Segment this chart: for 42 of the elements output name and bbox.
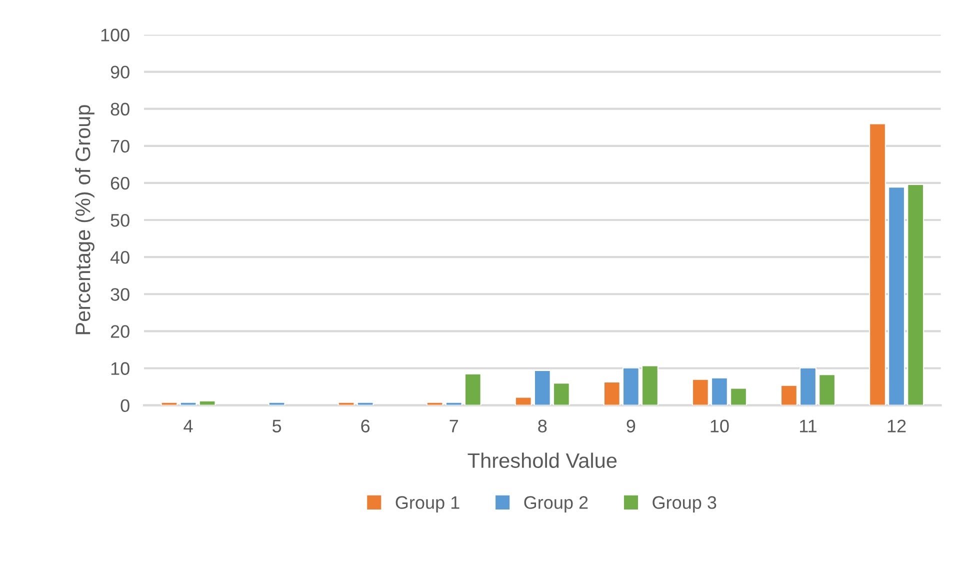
bar [622,367,640,406]
legend-label: Group 2 [524,496,588,512]
bar [603,381,620,406]
y-tick-label: 70 [110,140,130,153]
y-tick-label: 60 [110,176,130,190]
bar [514,396,532,406]
bar [641,365,658,406]
x-tick-label: 4 [184,420,193,432]
y-tick-label: 90 [110,66,130,79]
bar [464,373,482,406]
x-tick-label: 11 [800,420,816,432]
bar [780,384,798,406]
y-tick-label: 10 [111,362,130,375]
y-tick-label: 50 [110,214,130,227]
bar [692,378,709,406]
x-axis-title: Threshold Value [468,452,617,468]
bar [730,388,748,406]
y-tick-label: 80 [110,102,130,116]
legend-label: Group 3 [652,496,716,512]
bar [818,374,836,406]
x-tick-label: 6 [361,420,370,432]
y-tick-label: 20 [110,325,130,338]
bar [198,400,216,406]
x-tick-label: 5 [272,420,282,432]
y-tick-label: 40 [110,251,130,264]
x-tick-label: 7 [450,420,458,432]
bar [888,186,906,406]
x-tick-label: 8 [538,420,547,432]
y-tick-label: 0 [120,399,130,412]
x-tick-label: 10 [710,420,729,432]
y-axis-title: Percentage (%) of Group [75,105,94,334]
bar [799,367,817,406]
x-tick-label: 9 [626,420,636,432]
legend-label: Group 1 [396,496,460,512]
bar [868,123,886,406]
bar [534,370,551,406]
bar [710,377,728,406]
bar [552,382,570,406]
x-tick-label: 12 [888,420,906,432]
y-tick-label: 30 [110,288,130,301]
bar [907,184,924,406]
y-tick-label: 100 [101,28,130,42]
